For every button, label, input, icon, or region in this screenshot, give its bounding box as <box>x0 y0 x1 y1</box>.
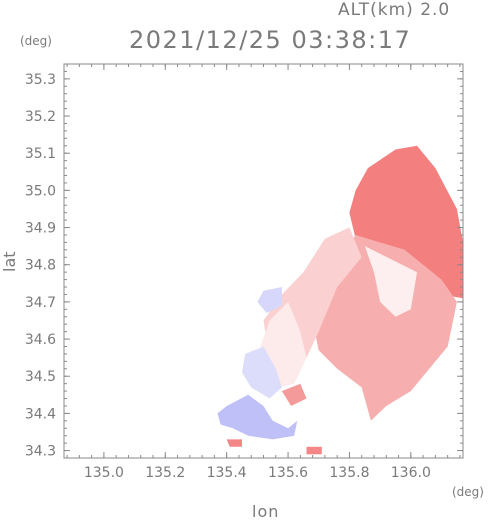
data-region-positive-9 <box>282 384 307 406</box>
y-tick-label: 35.2 <box>25 109 56 125</box>
x-tick-label: 135.6 <box>268 465 308 481</box>
x-tick-label: 136.0 <box>391 465 431 481</box>
y-tick-label: 34.4 <box>25 406 56 422</box>
y-tick-label: 35.3 <box>25 72 56 88</box>
data-region-negative-4 <box>218 395 298 440</box>
y-tick-label: 35.0 <box>25 183 56 199</box>
data-regions <box>218 146 464 455</box>
y-tick-label: 35.1 <box>25 146 56 162</box>
data-region-positive-7 <box>227 439 242 446</box>
y-tick-label: 34.5 <box>25 369 56 385</box>
y-tick-label: 34.9 <box>25 221 56 237</box>
x-tick-label: 135.8 <box>329 465 369 481</box>
x-tick-label: 135.0 <box>84 465 124 481</box>
y-tick-label: 34.7 <box>25 295 56 311</box>
x-tick-label: 135.2 <box>145 465 185 481</box>
y-tick-label: 34.8 <box>25 258 56 274</box>
x-tick-label: 135.4 <box>207 465 247 481</box>
y-tick-label: 34.3 <box>25 444 56 460</box>
y-tick-label: 34.6 <box>25 332 56 348</box>
data-region-positive-8 <box>307 447 322 455</box>
